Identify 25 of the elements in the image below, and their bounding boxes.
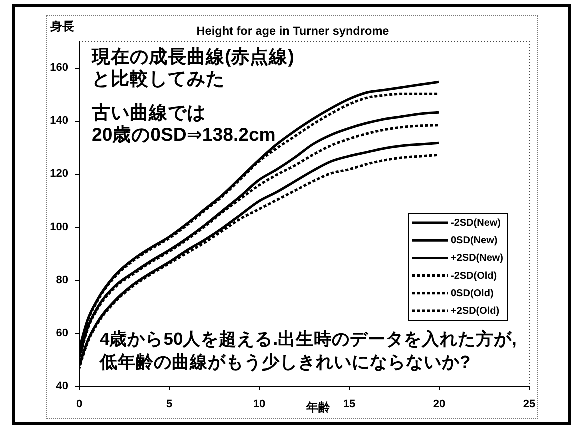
annotation: 4歳から50人を超える.出生時のデータを入れた方が, 低年齢の曲線がもう少しきれいにならないか?	[99, 329, 517, 372]
y-tick-label: 40	[56, 380, 68, 392]
legend-label: -2SD(Old)	[451, 270, 498, 282]
legend-label: -2SD(New)	[451, 218, 502, 229]
y-tick-label: 120	[50, 168, 68, 180]
x-axis-title: 年齢	[306, 400, 332, 414]
y-tick-label: 60	[56, 327, 68, 340]
x-tick-label: 10	[253, 398, 266, 410]
legend-label: 0SD(Old)	[451, 288, 494, 300]
y-tick-label: 100	[50, 221, 68, 234]
y-tick-label: 80	[56, 274, 68, 286]
x-tick-label: 25	[523, 398, 536, 410]
x-tick-label: 5	[166, 398, 173, 410]
legend-label: 0SD(New)	[451, 236, 498, 247]
x-tick-label: 15	[343, 398, 356, 410]
y-tick-label: 160	[50, 62, 68, 74]
legend-label: +2SD(New)	[451, 253, 504, 264]
chart-title: Height for age in Turner syndrome	[196, 24, 390, 38]
y-axis-title: 身長	[50, 20, 74, 34]
y-tick-label: 140	[50, 115, 68, 128]
legend-label: +2SD(Old)	[451, 306, 500, 317]
x-tick-label: 20	[433, 398, 446, 410]
annotation: 現在の成長曲線(赤点線) と比較してみた	[91, 46, 294, 89]
x-tick-label: 0	[76, 398, 83, 410]
annotation: 古い曲線では 20歳の0SD⇒138.2cm	[91, 102, 276, 145]
